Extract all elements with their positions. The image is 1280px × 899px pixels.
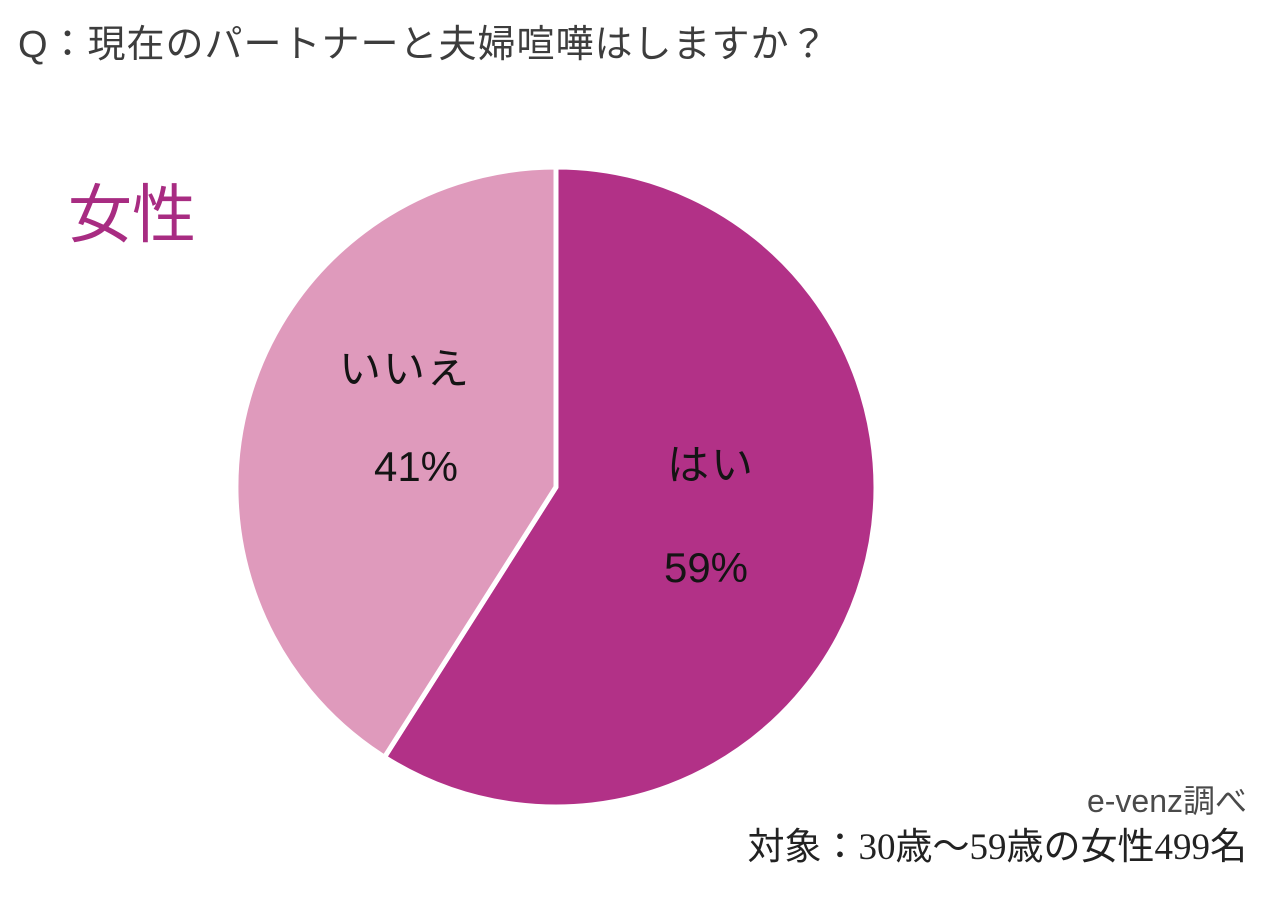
slice-pct-yes: 59% — [663, 544, 749, 591]
slice-label-yes: はい — [666, 441, 756, 489]
group-label-women: 女性 — [68, 179, 196, 251]
pie-slice-no — [233, 164, 559, 760]
slice-label-no: いいえ — [338, 345, 472, 393]
source-sample: 対象：30歳〜59歳の女性499名 — [747, 827, 1248, 869]
chart-title: Q：現在のパートナーと夫婦喧嘩はしますか？ — [18, 24, 829, 66]
pie-slice-yes — [382, 164, 879, 810]
slice-pct-no: 41% — [373, 443, 459, 490]
source-block: e-venz調べ 対象：30歳〜59歳の女性499名 — [748, 782, 1248, 871]
source-credit: e-venz調べ — [1086, 783, 1247, 819]
